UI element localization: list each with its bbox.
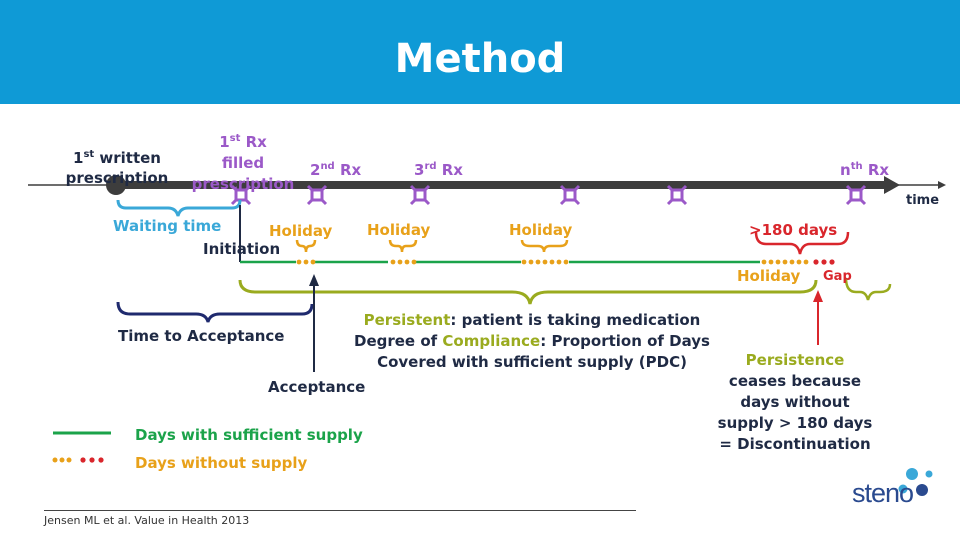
holiday-label-2: Holiday [367, 221, 431, 239]
rx-marker-5 [666, 184, 688, 206]
time-arrow-tip [938, 181, 946, 189]
rx-marker-1 [230, 184, 252, 206]
over-180-days-label: >180 days [749, 221, 838, 239]
steno-logo-text: steno [852, 478, 914, 508]
holiday-label-3: Holiday [509, 221, 573, 239]
method-diagram [28, 175, 946, 496]
legend-sufficient-label: Days with sufficient supply [135, 426, 363, 444]
acceptance-arrowhead [309, 274, 319, 286]
persistent-text: Persistent: patient is taking medication… [354, 311, 710, 371]
rx-markers [230, 184, 867, 206]
time-to-acceptance-label: Time to Acceptance [118, 327, 285, 345]
time-to-acceptance-brace [116, 301, 314, 323]
discontinuation-arrowhead [813, 290, 823, 302]
reference-divider [44, 510, 636, 511]
holiday-braces [295, 239, 569, 253]
waiting-time-brace [116, 199, 242, 217]
nth-rx-label: nth Rx [840, 161, 890, 179]
steno-logo-icon [898, 468, 933, 496]
first-rx-label: 1st Rx filled prescription [191, 133, 295, 193]
header-bar [0, 0, 960, 104]
holiday-label-4: Holiday [737, 267, 801, 285]
over-180-brace [754, 231, 850, 255]
gap-dots [296, 259, 835, 265]
gap-brace [844, 277, 892, 301]
reference-text: Jensen ML et al. Value in Health 2013 [44, 514, 250, 527]
time-axis-arrowhead [884, 176, 900, 194]
start-dot [106, 175, 126, 195]
acceptance-label: Acceptance [268, 378, 366, 396]
waiting-time-label: Waiting time [113, 217, 222, 235]
rx-marker-2 [306, 184, 328, 206]
rx-marker-3 [409, 184, 431, 206]
third-rx-label: 3rd Rx [414, 161, 463, 179]
persistence-ceases-text: Persistence ceases because days without … [717, 351, 873, 453]
first-written-prescription-label: 1st written prescription [65, 149, 169, 187]
rx-marker-4 [559, 184, 581, 206]
legend-dots [52, 457, 104, 463]
gap-label: Gap [823, 269, 852, 284]
rx-marker-6 [845, 184, 867, 206]
holiday-label-1: Holiday [269, 222, 333, 240]
page-title: Method [394, 36, 566, 82]
time-label: time [906, 193, 940, 208]
second-rx-label: 2nd Rx [310, 161, 362, 179]
legend-without-label: Days without supply [135, 454, 308, 472]
initiation-label: Initiation [203, 240, 281, 258]
persistent-brace [238, 279, 818, 305]
